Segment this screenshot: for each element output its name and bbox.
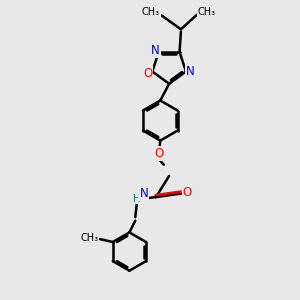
Text: N: N: [140, 187, 148, 200]
Text: N: N: [151, 44, 160, 57]
Text: H: H: [133, 194, 141, 204]
Text: CH₃: CH₃: [197, 7, 216, 17]
Text: O: O: [154, 147, 164, 160]
Text: O: O: [143, 68, 152, 80]
Text: CH₃: CH₃: [142, 7, 160, 17]
Text: CH₃: CH₃: [80, 233, 98, 243]
Text: N: N: [186, 65, 195, 78]
Text: O: O: [183, 186, 192, 199]
